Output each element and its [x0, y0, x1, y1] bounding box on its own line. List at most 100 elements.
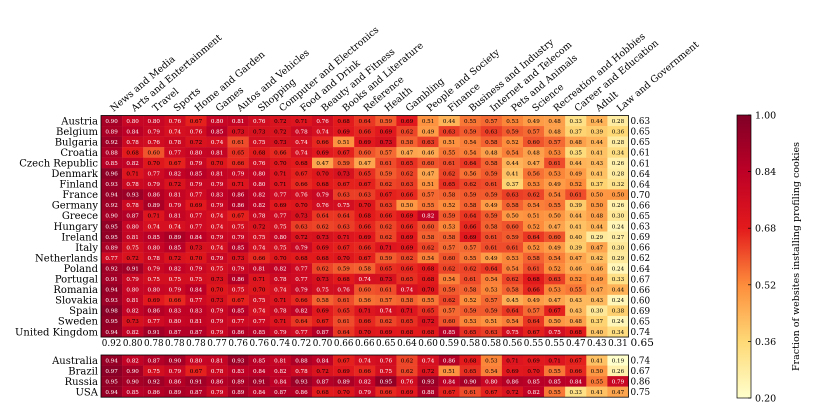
- cell-value-label: 0.27: [612, 235, 625, 241]
- cell-value-label: 0.66: [295, 182, 308, 188]
- heatmap-cell: [459, 326, 481, 338]
- cell-value-label: 0.77: [295, 277, 308, 283]
- heatmap-cell: [438, 126, 460, 137]
- heatmap-cell: [143, 231, 165, 243]
- column-mean-label: 0.58: [482, 339, 502, 349]
- cell-value-label: 0.65: [380, 266, 393, 272]
- heatmap-cell: [438, 231, 460, 243]
- heatmap-cell: [248, 252, 270, 264]
- heatmap-cell: [501, 221, 524, 232]
- heatmap-cell: [396, 365, 418, 377]
- heatmap-cell: [459, 199, 481, 211]
- cell-value-label: 0.69: [380, 129, 393, 135]
- heatmap-cell: [101, 376, 123, 387]
- cell-value-label: 0.85: [169, 245, 182, 251]
- heatmap-cell: [101, 294, 123, 306]
- heatmap-cell: [565, 136, 587, 148]
- cell-value-label: 0.79: [126, 277, 139, 283]
- cell-value-label: 0.54: [485, 369, 498, 375]
- heatmap-cell: [164, 315, 186, 327]
- heatmap-cell: [206, 147, 228, 158]
- cell-value-label: 0.55: [422, 298, 435, 304]
- cell-value-label: 0.46: [591, 266, 604, 272]
- heatmap-cell: [101, 365, 123, 377]
- cell-value-label: 0.68: [316, 182, 329, 188]
- heatmap-cell: [607, 147, 629, 158]
- heatmap-cell: [333, 147, 355, 158]
- heatmap-cell: [354, 305, 376, 317]
- cell-value-label: 0.52: [506, 140, 519, 146]
- cell-value-label: 0.86: [232, 193, 245, 199]
- cell-value-label: 0.61: [485, 182, 497, 188]
- cell-value-label: 0.66: [359, 319, 372, 325]
- heatmap-cell: [248, 231, 270, 243]
- heatmap-cell: [523, 252, 545, 264]
- heatmap-cell: [164, 136, 186, 148]
- cell-value-label: 0.62: [380, 235, 393, 241]
- cell-value-label: 0.67: [443, 390, 456, 396]
- cell-value-label: 0.92: [148, 379, 161, 385]
- cell-value-label: 0.59: [506, 235, 519, 241]
- cell-value-label: 0.48: [548, 119, 561, 125]
- cell-value-label: 0.52: [570, 277, 583, 283]
- cell-value-label: 0.86: [148, 390, 161, 396]
- heatmap-cell: [607, 136, 629, 148]
- heatmap-cell: [164, 231, 186, 243]
- heatmap-cell: [396, 294, 418, 306]
- cell-value-label: 0.62: [316, 266, 329, 272]
- heatmap-cell: [459, 252, 481, 264]
- cell-value-label: 0.57: [443, 309, 456, 315]
- cell-value-label: 0.55: [464, 256, 477, 262]
- heatmap-cell: [586, 210, 608, 222]
- heatmap-cell: [269, 115, 292, 127]
- heatmap-cell: [290, 115, 313, 127]
- cell-value-label: 0.81: [232, 119, 244, 125]
- cell-value-label: 0.86: [169, 379, 182, 385]
- cell-value-label: 0.54: [422, 256, 435, 262]
- cell-value-label: 0.68: [316, 256, 329, 262]
- heatmap-cell: [417, 252, 439, 264]
- heatmap-cell: [375, 115, 397, 127]
- cell-value-label: 0.49: [485, 256, 498, 262]
- heatmap-cell: [206, 263, 228, 274]
- cell-value-label: 0.53: [506, 119, 519, 125]
- cell-value-label: 0.58: [464, 203, 477, 209]
- heatmap-cell: [248, 157, 270, 169]
- heatmap-cell: [354, 294, 376, 306]
- country-label: Netherlands: [35, 253, 98, 264]
- cell-value-label: 0.72: [295, 235, 308, 241]
- heatmap-cell: [607, 376, 629, 387]
- heatmap-cell: [438, 376, 460, 387]
- cell-value-label: 0.30: [591, 309, 604, 315]
- cell-value-label: 0.59: [337, 161, 350, 167]
- heatmap-cell: [333, 189, 355, 201]
- cell-value-label: 0.48: [527, 150, 540, 156]
- cell-value-label: 0.81: [211, 150, 223, 156]
- heatmap-cell: [565, 263, 587, 274]
- country-label: United Kingdom: [15, 327, 99, 338]
- cell-value-label: 0.66: [464, 224, 477, 230]
- cell-value-label: 0.74: [359, 358, 372, 364]
- cell-value-label: 0.69: [359, 140, 372, 146]
- cell-value-label: 0.67: [380, 193, 393, 199]
- cell-value-label: 0.77: [190, 298, 203, 304]
- heatmap-cell: [459, 242, 481, 253]
- cell-value-label: 0.86: [148, 309, 161, 315]
- heatmap-cell: [227, 376, 249, 387]
- heatmap-cell: [607, 305, 629, 317]
- cell-value-label: 0.79: [190, 161, 203, 167]
- heatmap-cell: [438, 284, 460, 296]
- cell-value-label: 0.39: [570, 245, 583, 251]
- heatmap-cell: [143, 221, 165, 232]
- heatmap-cell: [544, 168, 566, 179]
- cell-value-label: 0.69: [464, 235, 477, 241]
- heatmap-cell: [586, 231, 608, 243]
- heatmap-cell: [607, 210, 629, 222]
- cell-value-label: 0.26: [612, 161, 625, 167]
- heatmap-cell: [227, 221, 249, 232]
- cell-value-label: 0.81: [253, 266, 265, 272]
- cell-value-label: 0.67: [527, 330, 540, 336]
- cell-value-label: 0.57: [548, 140, 561, 146]
- heatmap-cell: [185, 210, 207, 222]
